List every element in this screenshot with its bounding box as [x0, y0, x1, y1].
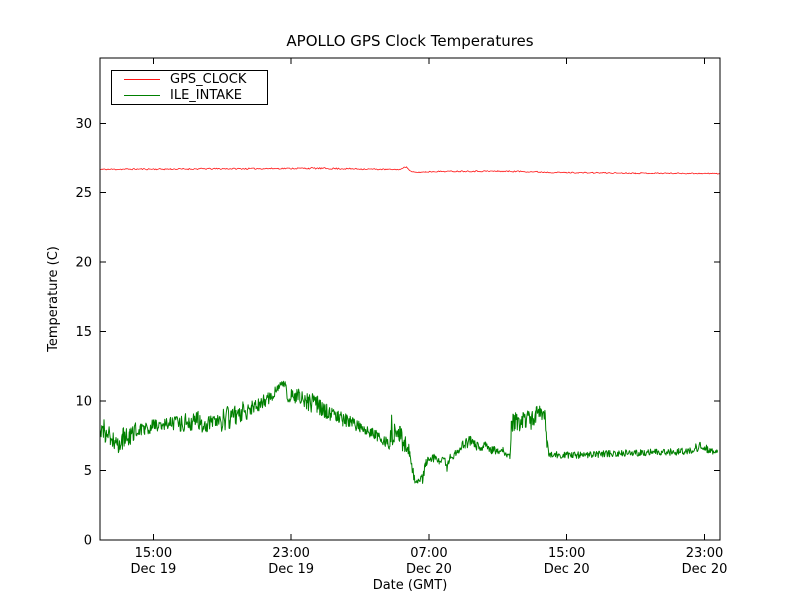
x-tick-date-label: Dec 19: [130, 562, 176, 577]
x-tick-date-label: Dec 20: [406, 562, 452, 577]
series-line-gps_clock: [100, 166, 721, 175]
y-tick-label: 25: [75, 186, 92, 201]
chart-title: APOLLO GPS Clock Temperatures: [286, 32, 533, 50]
ticks-group: [100, 58, 720, 541]
x-tick-time-label: 15:00: [548, 546, 585, 561]
x-tick-time-label: 23:00: [272, 546, 309, 561]
y-tick-label: 20: [75, 256, 92, 271]
x-tick-time-label: 15:00: [135, 546, 172, 561]
legend-label-ile-intake: ILE_INTAKE: [170, 88, 242, 103]
y-tick-label: 30: [75, 117, 92, 132]
legend-row-ile-intake: ILE_INTAKE: [112, 88, 267, 103]
legend-row-gps-clock: GPS_CLOCK: [112, 72, 267, 87]
gps-clock-line-sample: [124, 79, 160, 80]
y-tick-label: 15: [75, 325, 92, 340]
x-tick-time-label: 07:00: [410, 546, 447, 561]
y-axis-label: Temperature (C): [46, 246, 61, 353]
legend-label-gps-clock: GPS_CLOCK: [170, 72, 247, 87]
x-tick-time-label: 23:00: [686, 546, 723, 561]
plot-area: [100, 58, 720, 540]
x-axis-label: Date (GMT): [373, 578, 448, 593]
series-group: [99, 166, 721, 484]
y-tick-label: 10: [75, 395, 92, 410]
x-tick-date-label: Dec 20: [682, 562, 728, 577]
x-tick-date-label: Dec 19: [268, 562, 314, 577]
series-line-ile_intake: [99, 380, 718, 484]
y-tick-label: 5: [84, 464, 92, 479]
ile-intake-line-sample: [124, 95, 160, 96]
axes-frame: [99, 57, 721, 541]
y-tick-label: 0: [84, 534, 92, 549]
x-tick-date-label: Dec 20: [544, 562, 590, 577]
legend: GPS_CLOCK ILE_INTAKE: [111, 70, 268, 105]
